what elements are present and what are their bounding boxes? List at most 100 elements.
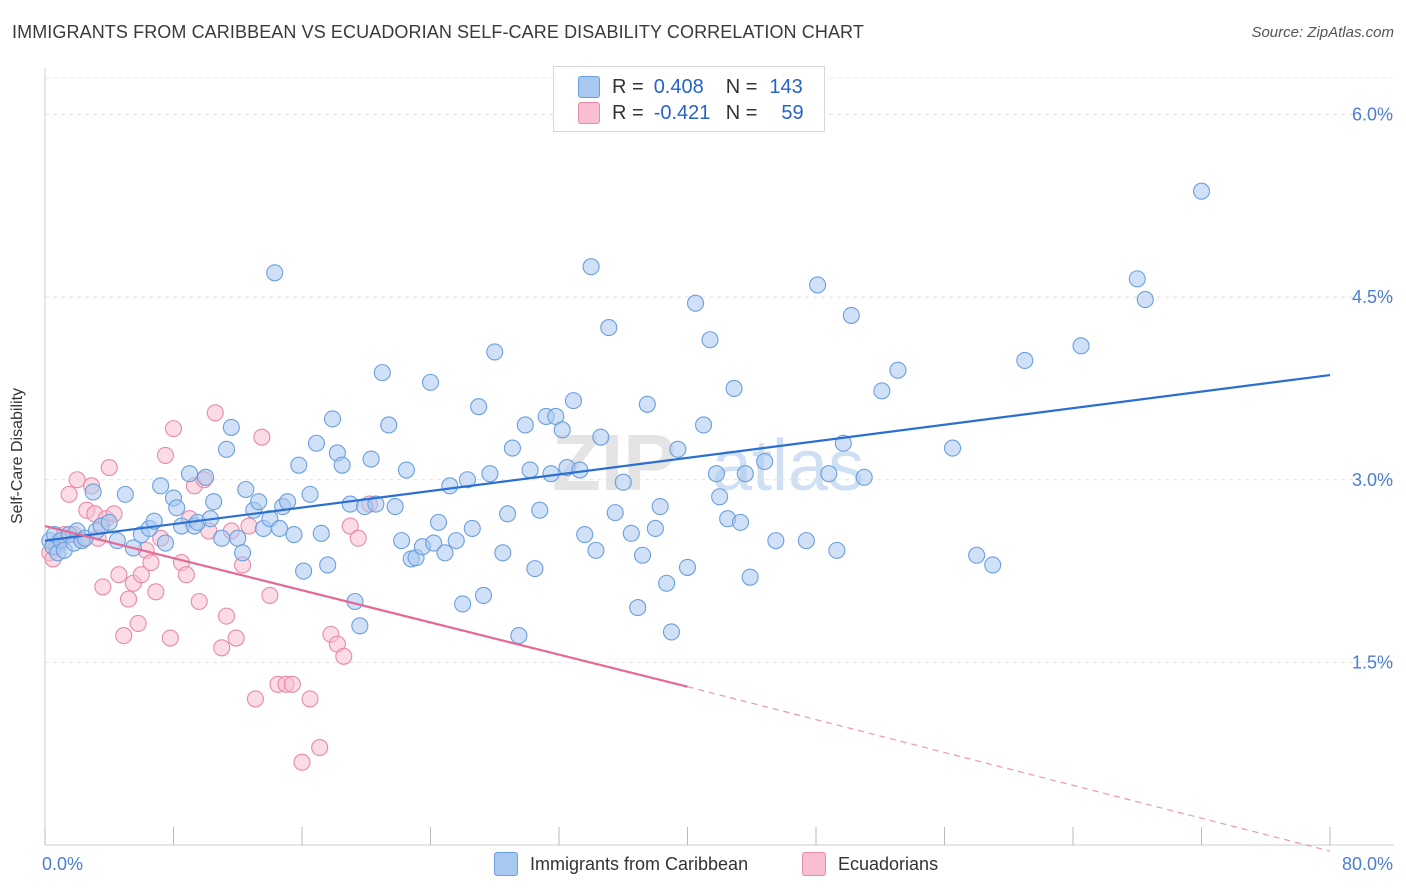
caribbean-point [351,617,369,635]
caribbean-point [270,519,289,538]
caribbean-point [731,513,750,531]
caribbean-point [362,450,380,468]
trend-lines [44,373,1331,852]
caribbean-point [873,382,891,400]
caribbean-point [622,524,640,542]
axes [44,68,1394,846]
ecuadorians-point [293,753,311,771]
ecuadorians-point [60,485,78,503]
caribbean-point [168,499,186,517]
caribbean-point [651,497,669,516]
legend-swatch-caribbean [578,76,600,98]
ecuadorians-point [240,517,258,535]
caribbean-point [156,534,175,552]
caribbean-point [820,465,838,483]
legend-swatch-ecuadorians [578,102,600,124]
ecuadorians-point [227,629,245,647]
legend-item-ecuadorians[interactable]: Ecuadorians [802,852,938,876]
caribbean-point [686,294,705,312]
caribbean-point [842,306,860,324]
caribbean-point [266,264,284,282]
ecuadorians-point [335,647,353,665]
ecuadorians-point [110,566,128,584]
ecuadorians-point [261,586,279,604]
caribbean-point [425,534,443,552]
legend-swatch-ecuadorians [802,852,826,876]
ecuadorians-point [301,690,319,708]
ecuadorians-point [68,471,86,489]
caribbean-point [889,361,907,379]
caribbean-point [678,558,697,576]
caribbean-point [695,416,713,434]
caribbean-point [380,416,398,434]
legend-n-label: N = [725,75,758,98]
caribbean-point [116,485,134,503]
caribbean-point [470,398,488,416]
caribbean-point [222,418,240,436]
caribbean-point [736,465,754,483]
ecuadorians-point [161,629,179,647]
caribbean-point [393,532,411,550]
caribbean-point [1016,351,1034,370]
legend-row-caribbean: R = 0.408 N = 143 [578,74,803,100]
caribbean-point [290,456,308,474]
caribbean-point [582,258,600,276]
caribbean-point [521,461,539,479]
caribbean-point [152,477,170,495]
caribbean-point [526,560,544,578]
ecuadorians-point [94,578,112,596]
legend-n-label: N = [725,101,758,124]
ecuadorians-point [177,566,195,584]
caribbean-point [564,392,583,410]
ecuadorians-point [147,583,165,601]
ecuadorians-point [129,614,147,632]
caribbean-point [606,504,624,522]
caribbean-point [474,586,493,604]
caribbean-point [307,434,326,452]
caribbean-point [237,480,255,499]
caribbean-point [633,546,652,564]
caribbean-point [725,379,743,398]
caribbean-point [447,532,465,550]
caribbean-point [516,416,534,434]
caribbean-point [767,532,785,550]
caribbean-point [295,562,313,580]
caribbean-point [278,493,297,511]
ecuadorians-point [142,553,160,572]
ecuadorians-point [217,607,236,625]
caribbean-point [421,373,440,391]
legend-r-label: R = [612,75,644,98]
caribbean-point [576,525,594,544]
caribbean-point [510,627,528,645]
caribbean-point [809,276,827,294]
caribbean-point [463,519,481,538]
legend-row-ecuadorians: R = -0.421 N = 59 [578,100,804,126]
ecuadorians-point [119,590,138,608]
ecuadorians-points [41,404,379,771]
caribbean-point [494,544,512,562]
y-tick-label: 6.0% [1352,105,1393,125]
legend-r-value: 0.408 [653,75,704,98]
ecuadorians-point [213,639,231,657]
ecuadorians-point [246,690,264,708]
tick-labels: 1.5% 3.0% 4.5% 6.0% 0.0% 80.0% [42,105,1393,874]
caribbean-point [229,529,247,547]
y-tick-label: 4.5% [1352,287,1393,307]
caribbean-point [503,439,521,457]
y-tick-label: 1.5% [1352,652,1393,672]
legend-item-caribbean[interactable]: Immigrants from Caribbean [494,852,748,876]
caribbean-point [943,439,962,457]
caribbean-point [234,544,252,562]
caribbean-point [373,364,391,382]
ecuadorians-point [164,420,183,438]
caribbean-point [285,525,303,544]
caribbean-point [1136,291,1154,309]
caribbean-point [968,546,986,564]
ecuadorians-point [311,739,329,757]
caribbean-point [707,465,725,483]
caribbean-point [797,532,815,550]
caribbean-point [323,410,342,428]
source-label: Source: ZipAtlas.com [1251,24,1394,41]
caribbean-point [638,395,656,413]
caribbean-point [397,461,415,479]
